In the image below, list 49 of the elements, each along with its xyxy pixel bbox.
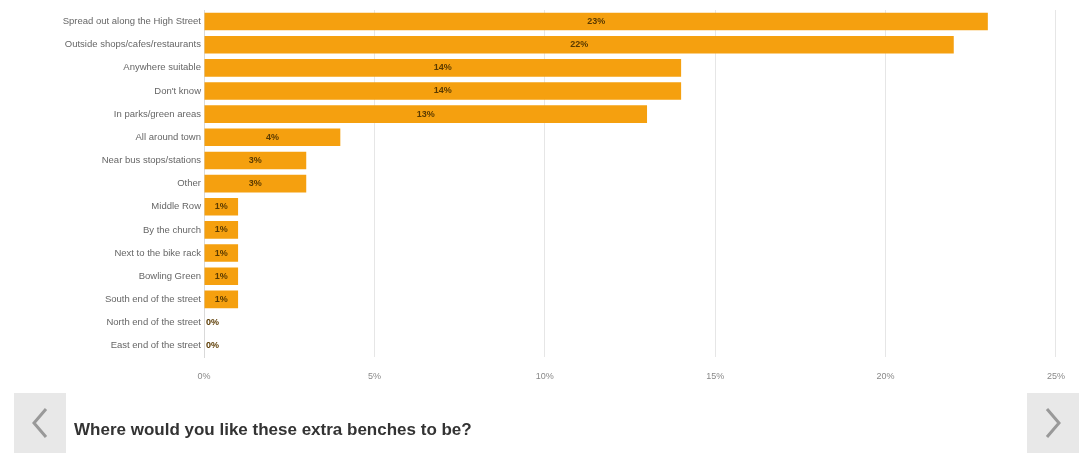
y-tick-label: In parks/green areas: [113, 107, 202, 119]
bar: [204, 221, 239, 239]
y-tick-label: Spread out along the High Street: [62, 15, 202, 27]
bar: [204, 82, 682, 100]
bar: [204, 151, 307, 170]
data-label: 0%: [206, 316, 220, 327]
y-tick-label: Middle Row: [151, 200, 202, 212]
y-tick-label: Bowling Green: [138, 269, 201, 281]
data-label: 23%: [587, 16, 606, 27]
data-label: 1%: [214, 247, 228, 258]
y-tick-label: Outside shops/cafes/restaurants: [64, 38, 202, 50]
y-tick-label: All around town: [135, 130, 201, 142]
bar: [204, 12, 988, 31]
data-label: 3%: [248, 178, 262, 189]
text: Where would you like these extra benches to be?: [74, 420, 472, 440]
x-tick-label: 15%: [706, 371, 725, 382]
y-tick-label: By the church: [142, 223, 201, 235]
bar: [204, 105, 648, 123]
data-label: 22%: [570, 39, 589, 50]
data-label: 1%: [214, 270, 228, 281]
data-label: 4%: [265, 131, 279, 142]
data-label: 14%: [433, 62, 452, 73]
y-tick-label: Anywhere suitable: [123, 61, 201, 73]
data-label: 13%: [416, 108, 435, 119]
bar: [204, 59, 682, 77]
y-tick-label: East end of the street: [110, 339, 202, 351]
data-label: 1%: [214, 224, 228, 235]
y-tick-label: North end of the street: [106, 316, 202, 328]
y-tick-label: South end of the street: [104, 292, 202, 304]
data-label: 3%: [248, 154, 262, 165]
bar: [204, 174, 307, 193]
x-tick-label: 20%: [876, 371, 895, 382]
x-tick-label: 0%: [197, 371, 211, 382]
x-tick-label: 25%: [1046, 371, 1065, 382]
bar: [204, 267, 239, 285]
data-label: 14%: [433, 85, 452, 96]
data-label: 0%: [206, 340, 220, 351]
data-label: 1%: [214, 293, 228, 304]
y-tick-label: Next to the bike rack: [114, 246, 202, 258]
y-tick-label: Other: [177, 177, 201, 189]
bar: [204, 244, 239, 262]
bar: [204, 35, 954, 54]
y-tick-label: Don't know: [154, 84, 202, 96]
data-label: 1%: [214, 201, 228, 212]
y-tick-label: Near bus stops/stations: [101, 154, 202, 166]
bar: [204, 197, 239, 216]
bar: [204, 128, 341, 147]
x-tick-label: 10%: [535, 371, 554, 382]
x-tick-label: 5%: [367, 371, 381, 382]
